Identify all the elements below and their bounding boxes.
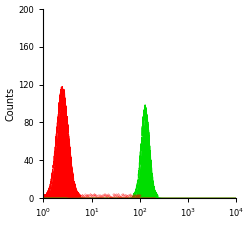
Y-axis label: Counts: Counts: [6, 86, 16, 121]
